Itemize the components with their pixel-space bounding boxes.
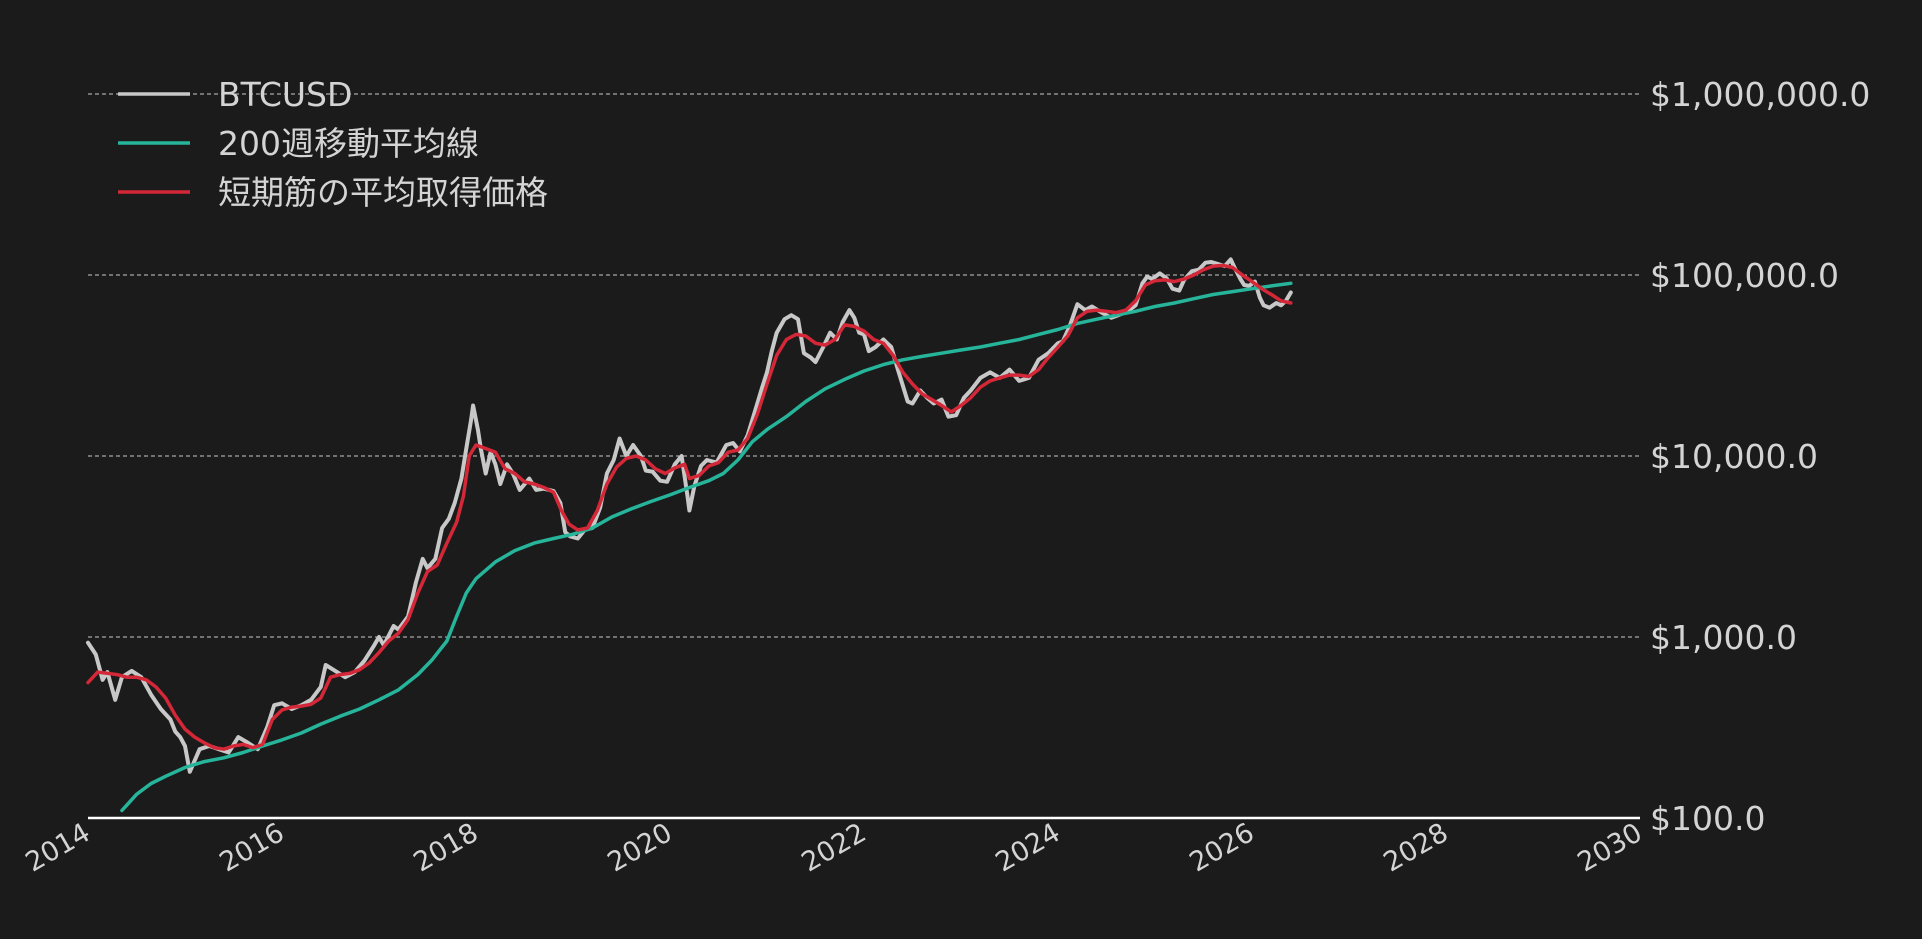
y-tick-label: $1,000,000.0 bbox=[1650, 75, 1870, 114]
legend-label: 200週移動平均線 bbox=[218, 124, 479, 163]
legend-label: BTCUSD bbox=[218, 75, 352, 114]
legend-label: 短期筋の平均取得価格 bbox=[218, 173, 548, 212]
y-axis-tick-labels: $1,000,000.0 $100,000.0 $10,000.0 $1,000.0 $… bbox=[1650, 75, 1870, 838]
y-tick-label: $10,000.0 bbox=[1650, 437, 1818, 476]
y-tick-label: $1,000.0 bbox=[1650, 618, 1797, 657]
series-line-3 bbox=[86, 263, 1293, 751]
series-line-2 bbox=[120, 281, 1293, 813]
series-lines bbox=[86, 257, 1293, 813]
y-tick-label: $100,000.0 bbox=[1650, 256, 1839, 295]
y-tick-label: $100.0 bbox=[1650, 799, 1765, 838]
